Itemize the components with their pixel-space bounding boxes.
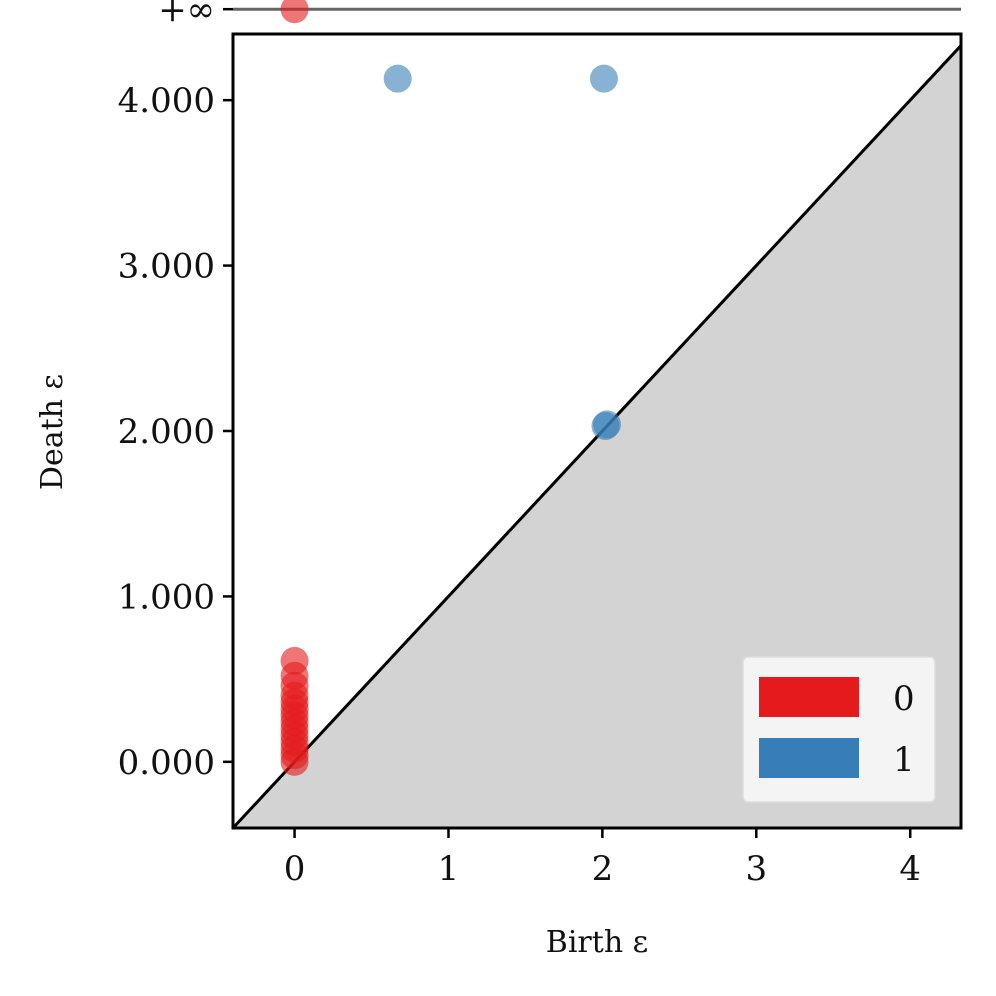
y-tick-label: 1.000 <box>118 577 215 617</box>
y-tick-label: 2.000 <box>118 412 215 452</box>
x-tick-label: 2 <box>592 849 614 889</box>
x-axis-title: Birth ε <box>546 925 648 960</box>
y-axis-title: Death ε <box>35 374 70 490</box>
x-tick-label: 3 <box>745 849 767 889</box>
x-tick-label: 0 <box>284 849 306 889</box>
data-point <box>280 0 309 24</box>
data-point <box>593 410 622 439</box>
y-tick-label: 0.000 <box>118 743 215 783</box>
y-tick-label: 4.000 <box>118 81 215 121</box>
x-tick-label: 1 <box>438 849 460 889</box>
data-point <box>589 64 618 93</box>
legend: 01 <box>742 656 936 803</box>
y-tick-label: 3.000 <box>118 247 215 287</box>
data-point <box>383 64 412 93</box>
legend-label-1: 1 <box>893 740 915 780</box>
legend-label-0: 0 <box>893 679 915 719</box>
series-0 <box>280 0 309 776</box>
y-axis: 0.000 1.000 2.000 3.000 4.000 +∞ <box>118 0 233 783</box>
legend-swatch-1 <box>759 738 859 778</box>
legend-swatch-0 <box>759 677 859 717</box>
x-axis: 0 1 2 3 4 <box>284 828 921 889</box>
infinity-tick-label: +∞ <box>158 0 215 30</box>
series-1 <box>383 64 622 441</box>
x-tick-label: 4 <box>899 849 921 889</box>
data-point <box>280 747 309 776</box>
